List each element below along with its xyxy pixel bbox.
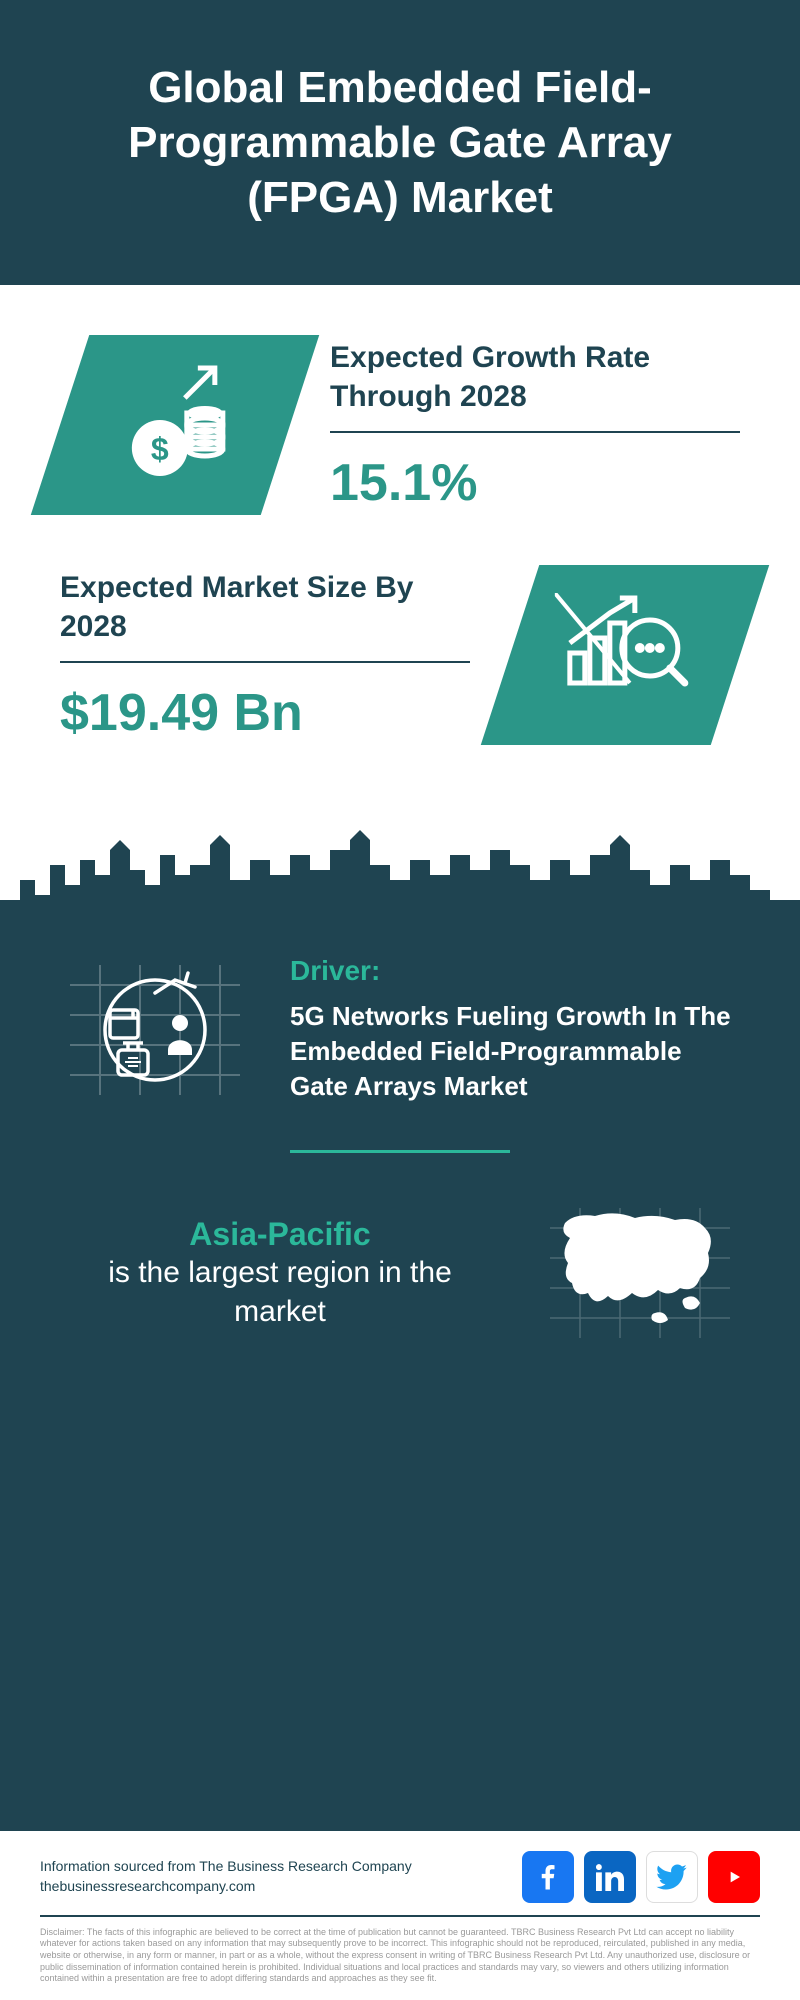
disclaimer-text: Disclaimer: The facts of this infographi…	[40, 1927, 760, 1985]
market-size-icon-container	[481, 565, 769, 745]
stat-row-growth: $ Expected Growth Rate Through 2028 15.1…	[60, 335, 740, 515]
dark-section: Driver: 5G Networks Fueling Growth In Th…	[0, 825, 800, 1831]
market-size-value: $19.49 Bn	[60, 683, 470, 743]
market-size-stat-block: Expected Market Size By 2028 $19.49 Bn	[60, 568, 470, 743]
market-size-divider	[60, 661, 470, 663]
network-icon	[60, 955, 250, 1105]
infographic-container: Global Embedded Field-Programmable Gate …	[0, 0, 800, 2000]
facebook-icon[interactable]	[522, 1851, 574, 1903]
region-map-container	[540, 1198, 740, 1348]
footer-top-row: Information sourced from The Business Re…	[40, 1851, 760, 1917]
asia-map-icon	[540, 1198, 740, 1348]
driver-row: Driver: 5G Networks Fueling Growth In Th…	[60, 935, 740, 1105]
linkedin-icon[interactable]	[584, 1851, 636, 1903]
driver-text-block: Driver: 5G Networks Fueling Growth In Th…	[290, 955, 740, 1104]
region-highlight: Asia-Pacific	[60, 1216, 500, 1253]
region-subtitle: is the largest region in the market	[60, 1253, 500, 1331]
growth-value: 15.1%	[330, 453, 740, 513]
footer-section: Information sourced from The Business Re…	[0, 1831, 800, 2000]
social-icons-row	[522, 1851, 760, 1903]
growth-divider	[330, 431, 740, 433]
growth-icon-container: $	[31, 335, 319, 515]
source-line-2: thebusinessresearchcompany.com	[40, 1877, 412, 1897]
region-row: Asia-Pacific is the largest region in th…	[60, 1198, 740, 1348]
footer-source-text: Information sourced from The Business Re…	[40, 1857, 412, 1896]
region-text-block: Asia-Pacific is the largest region in th…	[60, 1216, 500, 1331]
section-divider	[290, 1150, 510, 1153]
main-title: Global Embedded Field-Programmable Gate …	[50, 60, 750, 225]
chart-magnifier-icon	[555, 593, 695, 713]
svg-text:$: $	[151, 431, 169, 467]
money-growth-icon: $	[110, 363, 240, 483]
twitter-icon[interactable]	[646, 1851, 698, 1903]
growth-label: Expected Growth Rate Through 2028	[330, 338, 740, 416]
stats-section: $ Expected Growth Rate Through 2028 15.1…	[0, 285, 800, 825]
skyline-decoration	[0, 825, 800, 935]
youtube-icon[interactable]	[708, 1851, 760, 1903]
growth-stat-block: Expected Growth Rate Through 2028 15.1%	[330, 338, 740, 513]
driver-description: 5G Networks Fueling Growth In The Embedd…	[290, 999, 740, 1104]
market-size-label: Expected Market Size By 2028	[60, 568, 470, 646]
header-section: Global Embedded Field-Programmable Gate …	[0, 0, 800, 285]
driver-label: Driver:	[290, 955, 740, 987]
stat-row-market-size: Expected Market Size By 2028 $19.49 Bn	[60, 565, 740, 745]
driver-icon-container	[60, 955, 250, 1105]
source-line-1: Information sourced from The Business Re…	[40, 1857, 412, 1877]
